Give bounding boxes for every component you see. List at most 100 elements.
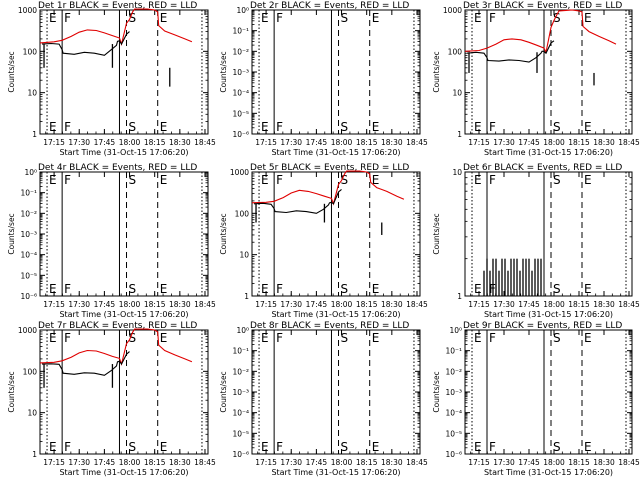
y-tick-label: 100 bbox=[235, 209, 250, 218]
y-axis-label: Counts/sec bbox=[219, 371, 228, 412]
x-tick-label: 18:15 bbox=[144, 300, 166, 309]
marker-label-bottom: F bbox=[276, 440, 283, 454]
marker-label-top: E bbox=[372, 11, 380, 25]
marker-label-bottom: E bbox=[584, 282, 592, 296]
x-tick-label: 17:15 bbox=[468, 458, 490, 467]
panel-3: Det 3r BLACK = Events, RED = LLD 1 10 100 10… bbox=[432, 1, 640, 157]
plot-frame bbox=[464, 171, 633, 297]
x-axis-label: Start Time (31-Oct-15 17:06:20) bbox=[271, 310, 400, 319]
x-tick-label: 17:30 bbox=[280, 138, 302, 147]
y-tick-label: 10⁻¹ bbox=[232, 347, 249, 356]
panel-title: Det 6r BLACK = Events, RED = LLD bbox=[463, 163, 622, 173]
marker-label-top: S bbox=[341, 173, 349, 187]
y-tick-label: 10⁻¹ bbox=[445, 347, 462, 356]
panel-title: Det 1r BLACK = Events, RED = LLD bbox=[38, 1, 197, 11]
y-tick-label: 10⁻⁵ bbox=[20, 271, 37, 280]
marker-label-bottom: E bbox=[584, 120, 592, 134]
x-tick-label: 18:30 bbox=[381, 300, 403, 309]
panel-title: Det 5r BLACK = Events, RED = LLD bbox=[250, 163, 409, 173]
y-tick-label: 10⁰ bbox=[236, 326, 249, 335]
y-tick-label: 1 bbox=[457, 130, 462, 139]
marker-label-bottom: E bbox=[474, 440, 482, 454]
x-tick-label: 18:30 bbox=[593, 458, 615, 467]
marker-label-bottom: E bbox=[160, 120, 168, 134]
marker-label-bottom: E bbox=[372, 120, 380, 134]
x-tick-label: 18:15 bbox=[144, 138, 166, 147]
y-tick-label: 100 bbox=[23, 47, 38, 56]
events-series-line bbox=[253, 188, 342, 214]
x-tick-label: 17:15 bbox=[255, 138, 277, 147]
x-tick-label: 17:45 bbox=[518, 138, 540, 147]
y-tick-label: 1 bbox=[457, 292, 462, 301]
marker-label-bottom: E bbox=[584, 440, 592, 454]
x-tick-label: 18:00 bbox=[119, 300, 141, 309]
x-tick-label: 17:45 bbox=[94, 300, 116, 309]
marker-label-bottom: F bbox=[276, 282, 283, 296]
marker-label-top: E bbox=[49, 11, 57, 25]
x-tick-label: 18:15 bbox=[356, 458, 378, 467]
y-tick-label: 10 bbox=[452, 89, 462, 98]
x-axis-label: Start Time (31-Oct-15 17:06:20) bbox=[271, 148, 400, 157]
y-tick-label: 10⁻⁵ bbox=[232, 109, 249, 118]
lld-series-line bbox=[251, 170, 405, 206]
x-tick-label: 18:00 bbox=[331, 300, 353, 309]
marker-label-bottom: E bbox=[261, 282, 269, 296]
marker-label-bottom: S bbox=[341, 440, 349, 454]
x-tick-label: 17:30 bbox=[493, 138, 515, 147]
panel-5: Det 5r BLACK = Events, RED = LLD 1 10 100 10… bbox=[219, 163, 428, 319]
x-axis-label: Start Time (31-Oct-15 17:06:20) bbox=[484, 468, 613, 477]
lld-series-line bbox=[39, 328, 193, 367]
plot-frame bbox=[39, 171, 209, 297]
y-axis-label: Counts/sec bbox=[7, 51, 16, 92]
marker-label-top: F bbox=[64, 11, 71, 25]
y-axis-label: Counts/sec bbox=[7, 213, 16, 254]
x-tick-label: 17:30 bbox=[280, 458, 302, 467]
panel-8: Det 8r BLACK = Events, RED = LLD 10⁻⁶ 10⁻⁵… bbox=[219, 321, 428, 477]
y-tick-label: 10⁻⁴ bbox=[232, 89, 249, 98]
marker-label-bottom: S bbox=[129, 440, 137, 454]
marker-label-bottom: F bbox=[64, 120, 71, 134]
marker-label-bottom: F bbox=[276, 120, 283, 134]
x-tick-label: 17:45 bbox=[94, 458, 116, 467]
x-tick-label: 17:15 bbox=[43, 138, 65, 147]
x-tick-label: 18:15 bbox=[568, 458, 590, 467]
x-tick-label: 17:45 bbox=[306, 458, 328, 467]
y-tick-label: 10⁻² bbox=[232, 367, 249, 376]
x-tick-label: 18:00 bbox=[119, 138, 141, 147]
x-tick-label: 18:00 bbox=[119, 458, 141, 467]
marker-label-top: S bbox=[553, 173, 561, 187]
marker-label-bottom: E bbox=[372, 440, 380, 454]
marker-label-bottom: E bbox=[372, 282, 380, 296]
marker-label-top: E bbox=[49, 331, 57, 345]
marker-label-bottom: F bbox=[489, 440, 496, 454]
x-tick-label: 18:15 bbox=[356, 138, 378, 147]
y-tick-label: 10⁻⁴ bbox=[20, 251, 37, 260]
y-tick-label: 1 bbox=[32, 450, 37, 459]
panel-title: Det 9r BLACK = Events, RED = LLD bbox=[463, 321, 622, 331]
marker-label-top: E bbox=[261, 173, 269, 187]
marker-label-top: S bbox=[129, 331, 137, 345]
panel-title: Det 4r BLACK = Events, RED = LLD bbox=[38, 163, 197, 173]
panel-4: Det 4r BLACK = Events, RED = LLD 10⁻⁶ 10⁻⁵… bbox=[7, 163, 216, 319]
lld-series-line bbox=[464, 9, 617, 55]
marker-label-bottom: S bbox=[129, 282, 137, 296]
panel-1: Det 1r BLACK = Events, RED = LLD 1 10 100 10… bbox=[7, 1, 216, 157]
x-tick-label: 17:45 bbox=[306, 300, 328, 309]
x-tick-label: 17:30 bbox=[280, 300, 302, 309]
marker-label-top: E bbox=[474, 173, 482, 187]
marker-label-bottom: E bbox=[261, 440, 269, 454]
x-axis-label: Start Time (31-Oct-15 17:06:20) bbox=[484, 310, 613, 319]
y-tick-label: 10⁻⁶ bbox=[445, 450, 462, 459]
marker-label-top: S bbox=[553, 331, 561, 345]
x-axis-label: Start Time (31-Oct-15 17:06:20) bbox=[271, 468, 400, 477]
y-tick-label: 10⁻⁶ bbox=[20, 292, 37, 301]
y-tick-label: 1000 bbox=[443, 6, 462, 15]
y-tick-label: 10⁻³ bbox=[232, 388, 249, 397]
x-tick-label: 17:15 bbox=[43, 300, 65, 309]
x-tick-label: 18:15 bbox=[356, 300, 378, 309]
x-axis-label: Start Time (31-Oct-15 17:06:20) bbox=[59, 310, 188, 319]
marker-label-bottom: E bbox=[49, 282, 57, 296]
marker-label-bottom: E bbox=[160, 440, 168, 454]
